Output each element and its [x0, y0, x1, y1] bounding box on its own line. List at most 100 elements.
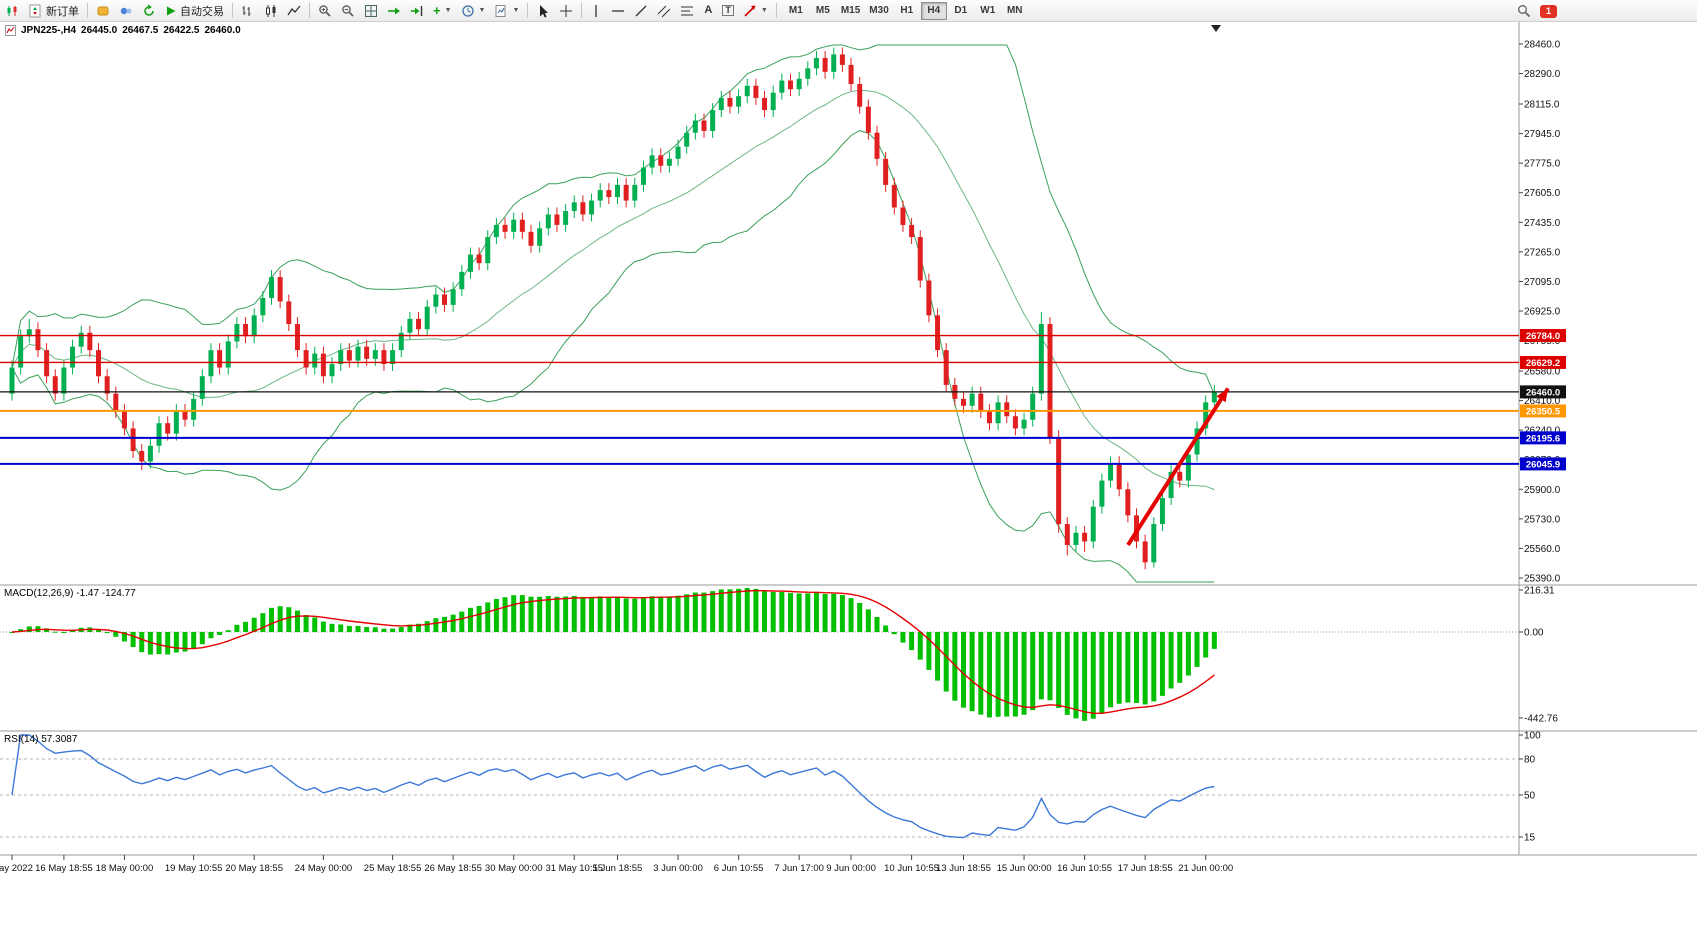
macd-histogram-bar [597, 596, 603, 632]
candle-body [909, 224, 915, 238]
arrows-tool-button[interactable]: ▼ [739, 1, 772, 21]
price-tick-label: 28460.0 [1524, 40, 1561, 51]
text-tool-button[interactable]: A [699, 1, 717, 21]
macd-histogram-bar [294, 610, 300, 632]
vertical-line-tool-button[interactable] [586, 1, 606, 21]
channel-tool-button[interactable] [653, 1, 675, 21]
autotrading-play-icon [167, 6, 176, 15]
horizontal-line-icon [612, 9, 625, 12]
timeframe-button-m5[interactable]: M5 [810, 2, 836, 20]
chart-region[interactable]: 28460.0 28290.0 28115.0 27945.0 27775.0 27605… [0, 22, 1697, 944]
clock-icon [461, 4, 474, 17]
macd-histogram-bar [467, 607, 473, 632]
macd-histogram-bar [372, 627, 378, 632]
notification-badge[interactable]: 1 [1540, 4, 1557, 18]
macd-histogram-bar [580, 596, 586, 632]
macd-histogram-bar [606, 596, 612, 632]
horizontal-line-tool-button[interactable] [607, 1, 629, 21]
candle-body [277, 277, 283, 302]
macd-histogram-bar [1168, 632, 1174, 689]
macd-histogram-bar [338, 624, 344, 632]
macd-tick-label: -442.76 [1524, 713, 1558, 724]
price-tag-26350.5[interactable] [1520, 404, 1566, 418]
search-button[interactable] [1513, 1, 1535, 21]
macd-histogram-bar [1064, 632, 1070, 715]
candle-body [1116, 463, 1122, 490]
candle-body [813, 57, 819, 69]
trend-arrow-line[interactable] [1126, 387, 1230, 547]
crosshair-icon [560, 4, 573, 17]
market-button[interactable] [92, 1, 114, 21]
timeframe-button-d1[interactable]: D1 [948, 2, 974, 20]
macd-histogram-bar [130, 632, 136, 648]
chevron-down-icon: ▼ [478, 7, 486, 14]
chart-window-button[interactable] [2, 1, 24, 21]
fibonacci-tool-button[interactable] [676, 1, 698, 21]
candle-body [26, 329, 32, 337]
timeframe-button-h4[interactable]: H4 [920, 1, 947, 20]
price-tick-label: 28115.0 [1524, 100, 1560, 111]
macd-histogram-bar [632, 598, 638, 632]
bar-chart-button[interactable] [237, 1, 259, 21]
time-tick-label: 9 Jun 00:00 [826, 863, 876, 874]
trendline-tool-button[interactable] [630, 1, 652, 21]
macd-histogram-bar [692, 592, 698, 632]
label-tool-button[interactable]: T [718, 1, 738, 21]
cursor-button[interactable] [532, 1, 554, 21]
timeframe-button-h1[interactable]: H1 [894, 2, 920, 20]
bar-close: 26460.0 [204, 25, 241, 36]
signals-button[interactable] [115, 1, 137, 21]
timeframe-button-m15[interactable]: M15 [837, 2, 864, 20]
line-chart-button[interactable] [283, 1, 305, 21]
macd-histogram-bar [165, 632, 171, 655]
periods-button[interactable]: ▼ [457, 1, 490, 21]
timeframe-button-w1[interactable]: W1 [975, 2, 1001, 20]
autotrading-button[interactable]: 自动交易 [161, 1, 228, 21]
candlestick-chart-button[interactable] [260, 1, 282, 21]
chart-shift-button[interactable] [406, 1, 428, 21]
price-tick-label: 25390.0 [1524, 574, 1561, 585]
candle-body [796, 78, 802, 90]
macd-histogram-bar [121, 632, 127, 642]
toolbar-separator [581, 3, 583, 18]
price-tag-26045.9[interactable] [1520, 457, 1566, 471]
tile-windows-button[interactable] [360, 1, 382, 21]
candle-body [243, 324, 249, 337]
macd-histogram-bar [416, 623, 422, 632]
macd-histogram-bar [848, 598, 854, 632]
indicators-button[interactable]: + ▼ [429, 1, 456, 21]
toolbar-separator [232, 3, 233, 18]
toolbar-right: 1 [1513, 0, 1557, 22]
timeframe-button-m1[interactable]: M1 [783, 2, 809, 20]
price-tag-label: 26045.9 [1526, 459, 1560, 470]
candle-body [104, 376, 110, 394]
candle-body [563, 210, 569, 225]
timeframe-button-mn[interactable]: MN [1002, 2, 1028, 20]
templates-button[interactable]: ▼ [490, 1, 523, 21]
trendline-icon [635, 5, 647, 16]
candle-body [710, 110, 716, 131]
candle-body [78, 332, 84, 347]
refresh-button[interactable] [138, 1, 160, 21]
zoom-in-button[interactable] [314, 1, 336, 21]
timeframe-button-m30[interactable]: M30 [865, 2, 892, 20]
price-tag-26195.6[interactable] [1520, 431, 1566, 445]
new-order-button[interactable]: 新订单 [25, 1, 83, 21]
price-tag-26460.0[interactable] [1520, 385, 1566, 399]
trend-arrow-head[interactable] [1216, 388, 1228, 403]
macd-histogram-bar [329, 623, 335, 632]
macd-histogram-bar [684, 594, 690, 632]
chart-shift-marker[interactable] [1211, 25, 1221, 32]
candle-body [900, 207, 906, 225]
auto-scroll-button[interactable] [383, 1, 405, 21]
price-tag-26629.2[interactable] [1520, 355, 1566, 369]
crosshair-button[interactable] [555, 1, 577, 21]
zoom-out-icon [342, 4, 354, 17]
bar-open: 26445.0 [81, 25, 118, 36]
price-tag-26784.0[interactable] [1520, 329, 1566, 343]
macd-histogram-bar [805, 593, 811, 632]
price-chart-canvas[interactable]: 28460.0 28290.0 28115.0 27945.0 27775.0 27605… [0, 22, 1697, 944]
zoom-out-button[interactable] [337, 1, 359, 21]
macd-histogram-bar [303, 615, 309, 632]
candle-body [1203, 402, 1209, 429]
